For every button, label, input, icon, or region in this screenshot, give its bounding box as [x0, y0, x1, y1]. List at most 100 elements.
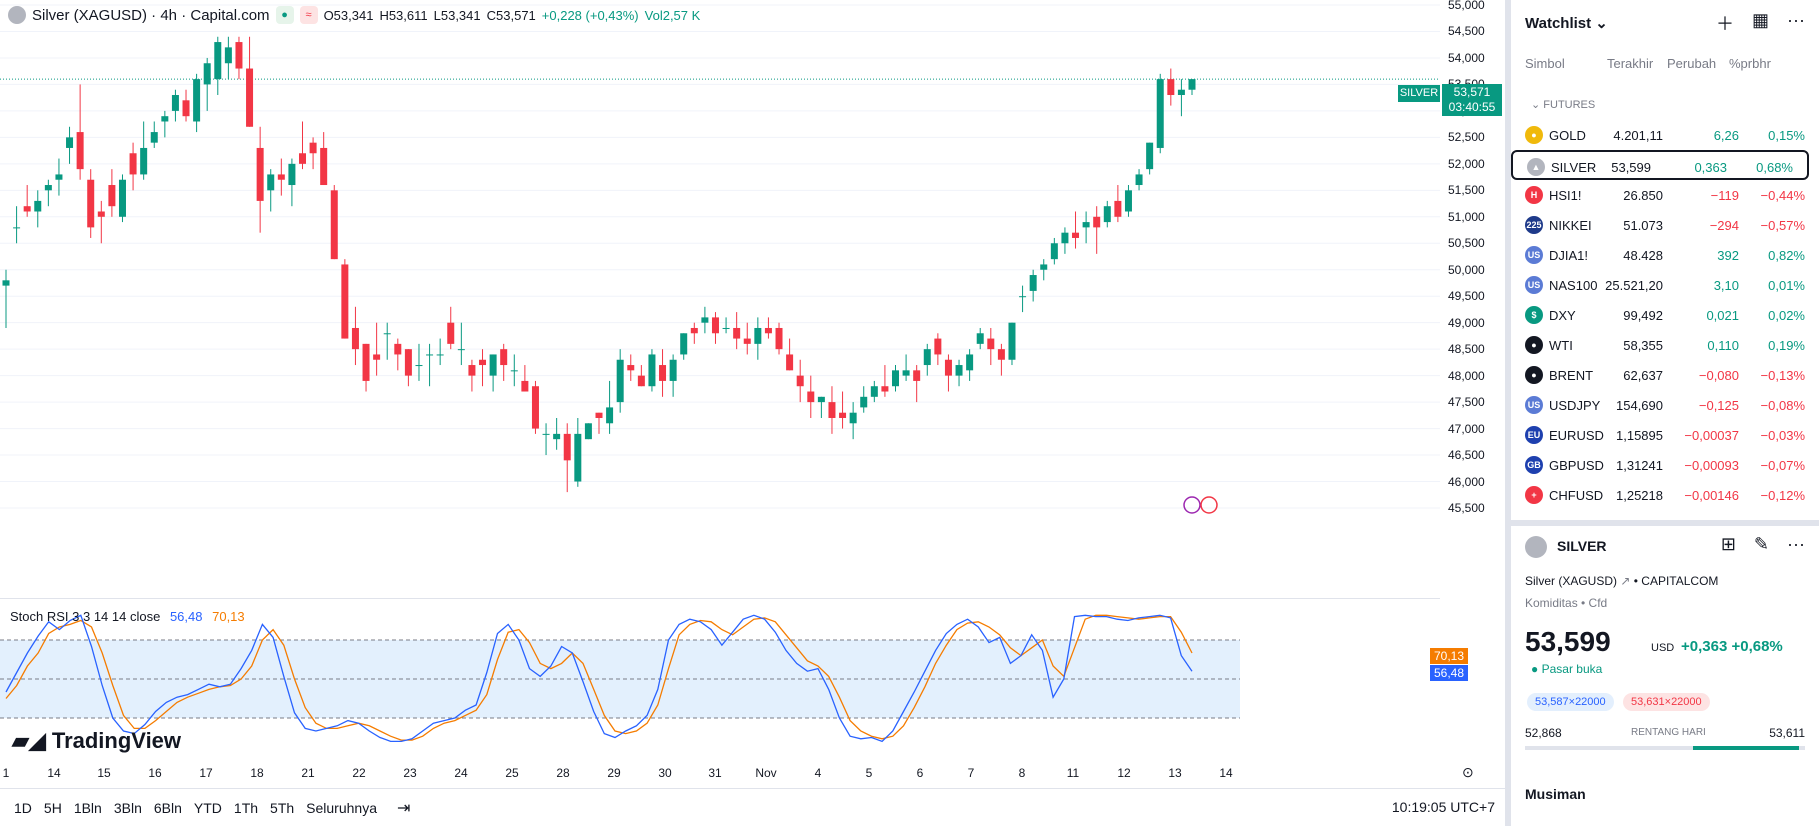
watchlist-row-dxy[interactable]: $ DXY 99,492 0,021 0,02%: [1511, 300, 1819, 330]
col-pct[interactable]: %prbhr: [1729, 56, 1771, 71]
candle-body: [1082, 222, 1090, 228]
group-label: FUTURES: [1543, 99, 1596, 111]
col-change[interactable]: Perubah: [1667, 56, 1717, 71]
row-pct: −0,07%: [1760, 458, 1805, 473]
row-last: 154,690: [1616, 398, 1663, 413]
time-tick: 17: [199, 766, 213, 780]
price-tick: 47,500: [1448, 395, 1485, 410]
more-icon[interactable]: ···: [1787, 10, 1805, 30]
candle-body: [1040, 264, 1048, 270]
range-5h[interactable]: 5H: [43, 799, 62, 816]
group-futures[interactable]: ⌄ FUTURES: [1531, 98, 1595, 111]
watchlist-row-nikkei[interactable]: 225 NIKKEI 51.073 −294 −0,57%: [1511, 210, 1819, 240]
watchlist-row-nas100[interactable]: US NAS100 25.521,20 3,10 0,01%: [1511, 270, 1819, 300]
range-6bln[interactable]: 6Bln: [153, 799, 182, 816]
candle-body: [13, 227, 21, 229]
symbol-title[interactable]: Silver (XAGUSD) · 4h · Capital.com: [32, 6, 270, 24]
events-icon[interactable]: [1183, 496, 1201, 514]
range-5th[interactable]: 5Th: [270, 799, 295, 816]
bottom-toolbar: 1D 5H 1Bln 3Bln 6Bln YTD 1Th 5Th Seluruhnya ⇥ 10…: [0, 788, 1505, 826]
time-tick: 13: [1168, 766, 1182, 780]
range-label: RENTANG HARI: [1631, 727, 1706, 738]
row-symbol: DXY: [1549, 308, 1576, 323]
price-chart[interactable]: [0, 0, 1440, 600]
clock[interactable]: 10:19:05 UTC+7: [1391, 799, 1495, 815]
candle-body: [521, 380, 529, 392]
time-tick: 5: [865, 766, 873, 780]
range-1bln[interactable]: 1Bln: [73, 799, 102, 816]
row-symbol: USDJPY: [1549, 398, 1601, 413]
settings-icon[interactable]: ⊙: [1462, 764, 1474, 780]
candle-body: [616, 359, 624, 403]
candle-body: [341, 264, 349, 339]
watchlist-row-silver[interactable]: ▲ SILVER 53,599 0,363 0,68%: [1511, 150, 1809, 180]
watchlist-row-chfusd[interactable]: + CHFUSD 1,25218 −0,00146 −0,12%: [1511, 480, 1819, 510]
goto-date-icon[interactable]: ⇥: [396, 799, 411, 817]
rsi-k-line: [5, 614, 1193, 743]
watchlist-row-gold[interactable]: ● GOLD 4.201,11 6,26 0,15%: [1511, 120, 1819, 150]
watchlist-row-wti[interactable]: ● WTI 58,355 0,110 0,19%: [1511, 330, 1819, 360]
candle-body: [764, 327, 772, 334]
col-last[interactable]: Terakhir: [1607, 56, 1654, 71]
row-pct: 0,68%: [1756, 160, 1793, 175]
candle-body: [447, 322, 455, 344]
panel-separator[interactable]: [1511, 520, 1819, 526]
add-symbol-icon[interactable]: ＋: [1716, 14, 1734, 34]
chevron-down-icon: ⌄: [1531, 99, 1541, 111]
day-range-bar: [1525, 746, 1805, 750]
candle-body: [606, 407, 614, 424]
grid-icon[interactable]: ⊞: [1720, 534, 1736, 554]
candle-body: [1093, 216, 1101, 228]
row-symbol: NAS100: [1549, 278, 1598, 293]
candle-body: [277, 174, 285, 180]
row-change: −119: [1710, 188, 1739, 203]
candle-body: [140, 147, 148, 175]
candle-body: [881, 386, 889, 392]
watchlist-row-brent[interactable]: ● BRENT 62,637 −0,080 −0,13%: [1511, 360, 1819, 390]
candle-body: [923, 349, 931, 366]
range-1d[interactable]: 1D: [14, 799, 32, 816]
external-link-icon[interactable]: ↗: [1620, 574, 1631, 588]
panel-divider[interactable]: [1505, 0, 1511, 826]
detail-symbol[interactable]: SILVER: [1557, 538, 1607, 554]
rsi-title[interactable]: Stoch RSI 3 3 14 14 close: [10, 609, 161, 624]
col-symbol[interactable]: Simbol: [1525, 56, 1565, 71]
time-axis[interactable]: 1 14 15 16 17 18 21 22 23 24 25 28 29 30 31 Nov 4 5 6 7 8 11 1…: [0, 760, 1474, 784]
range-seluruhnya[interactable]: Seluruhnya: [306, 799, 377, 816]
candle-body: [796, 375, 804, 387]
candle-body: [997, 349, 1005, 360]
candle-body: [722, 327, 730, 329]
watchlist-row-gbpusd[interactable]: GB GBPUSD 1,31241 −0,00093 −0,07%: [1511, 450, 1819, 480]
edit-icon[interactable]: ✎: [1753, 534, 1770, 554]
range-1th[interactable]: 1Th: [233, 799, 259, 816]
watchlist-row-djia1[interactable]: US DJIA1! 48.428 392 0,82%: [1511, 240, 1819, 270]
range-3bln[interactable]: 3Bln: [113, 799, 142, 816]
detail-name[interactable]: Silver (XAGUSD): [1525, 574, 1618, 588]
range-ytd[interactable]: YTD: [193, 799, 222, 816]
watchlist-row-hsi1[interactable]: H HSI1! 26.850 −119 −0,44%: [1511, 180, 1819, 210]
candle-body: [817, 396, 825, 403]
flag-icon[interactable]: [1200, 496, 1218, 514]
time-tick: 29: [607, 766, 621, 780]
time-tick: 22: [352, 766, 366, 780]
candle-body: [267, 174, 275, 191]
countdown: 03:40:55: [1448, 100, 1496, 114]
advanced-view-icon[interactable]: ▦: [1752, 10, 1770, 30]
tradingview-logo[interactable]: ▰◢ TradingView: [12, 728, 181, 754]
candle-body: [1188, 79, 1196, 90]
candle-body: [669, 359, 677, 381]
tv-logo-icon: ▰◢: [12, 728, 46, 753]
price-tick: 49,500: [1448, 289, 1485, 304]
row-symbol: EURUSD: [1549, 428, 1604, 443]
watchlist-row-eurusd[interactable]: EU EURUSD 1,15895 −0,00037 −0,03%: [1511, 420, 1819, 450]
more-icon[interactable]: ···: [1787, 534, 1805, 554]
candle-body: [743, 338, 751, 344]
row-symbol: SILVER: [1551, 160, 1597, 175]
price-tick: 49,000: [1448, 315, 1485, 330]
candle-body: [108, 185, 116, 207]
watchlist-title[interactable]: Watchlist ⌄: [1525, 14, 1608, 32]
symbol-logo-icon: US: [1525, 276, 1543, 294]
watchlist-row-usdjpy[interactable]: US USDJPY 154,690 −0,125 −0,08%: [1511, 390, 1819, 420]
